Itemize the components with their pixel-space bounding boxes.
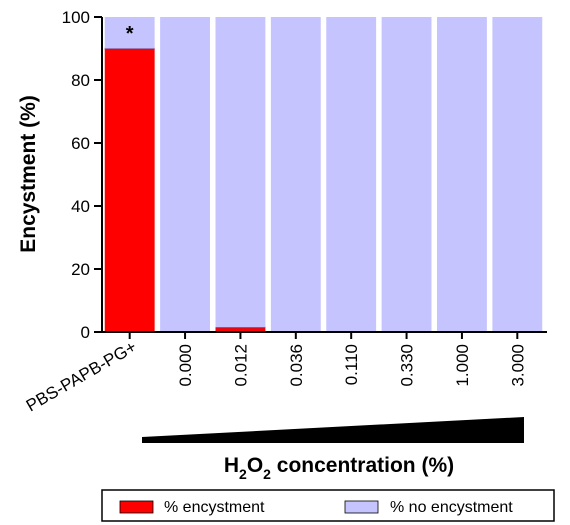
axes-group (94, 16, 547, 339)
x-tick-label-2: 0.012 (231, 344, 250, 387)
legend-swatch-no-encystment (344, 500, 379, 514)
x-tick-label-4: 0.110 (342, 344, 361, 385)
bar-no-encystment-1 (160, 17, 210, 332)
legend: % encystment % no encystment (101, 489, 555, 522)
legend-label-encystment: % encystment (164, 499, 265, 516)
bar-no-encystment-3 (270, 17, 321, 332)
legend-swatch-encystment (119, 500, 154, 514)
y-tick-label-0: 0 (81, 323, 90, 342)
x-label-h: H (224, 454, 239, 477)
bars-group: * (104, 17, 543, 332)
x-tick-label-7: 3.000 (508, 344, 527, 387)
legend-frame (101, 489, 555, 522)
bar-encystment-0 (104, 48, 155, 332)
x-tick-label-6: 1.000 (453, 344, 472, 387)
y-tick-label-40: 40 (71, 197, 90, 216)
y-axis-label: Encystment (%) (17, 95, 40, 253)
bar-no-encystment-4 (326, 17, 377, 332)
x-label-o: O (247, 454, 263, 477)
legend-label-no-encystment: % no encystment (390, 499, 513, 516)
y-tick-label-60: 60 (71, 134, 90, 153)
bar-no-encystment-2 (215, 17, 266, 328)
concentration-gradient-wedge (142, 417, 524, 443)
x-tick-labels: PBS-PAPB-PG+ 0.000 0.012 0.036 0.110 0.330 1.0… (23, 337, 527, 415)
x-tick-label-3: 0.036 (287, 344, 306, 387)
bar-no-encystment-7 (492, 17, 543, 332)
y-tick-label-80: 80 (71, 71, 90, 90)
bar-no-encystment-5 (381, 17, 432, 332)
x-tick-label-5: 0.330 (398, 344, 417, 387)
x-label-rest: concentration (%) (271, 454, 454, 477)
x-tick-label-0: PBS-PAPB-PG+ (23, 337, 140, 415)
x-axis-label: H2O2 concentration (%) (224, 454, 454, 482)
bar-no-encystment-0 (104, 17, 155, 49)
x-label-sub1: 2 (239, 466, 247, 482)
y-tick-labels: 0 20 40 60 80 100 (62, 8, 90, 342)
significance-asterisk: * (126, 23, 134, 45)
bar-encystment-2 (215, 327, 266, 332)
y-tick-label-100: 100 (62, 8, 90, 27)
x-tick-label-1: 0.000 (176, 344, 195, 387)
y-tick-label-20: 20 (71, 260, 90, 279)
x-label-sub2: 2 (263, 466, 271, 482)
bar-no-encystment-6 (437, 17, 487, 332)
